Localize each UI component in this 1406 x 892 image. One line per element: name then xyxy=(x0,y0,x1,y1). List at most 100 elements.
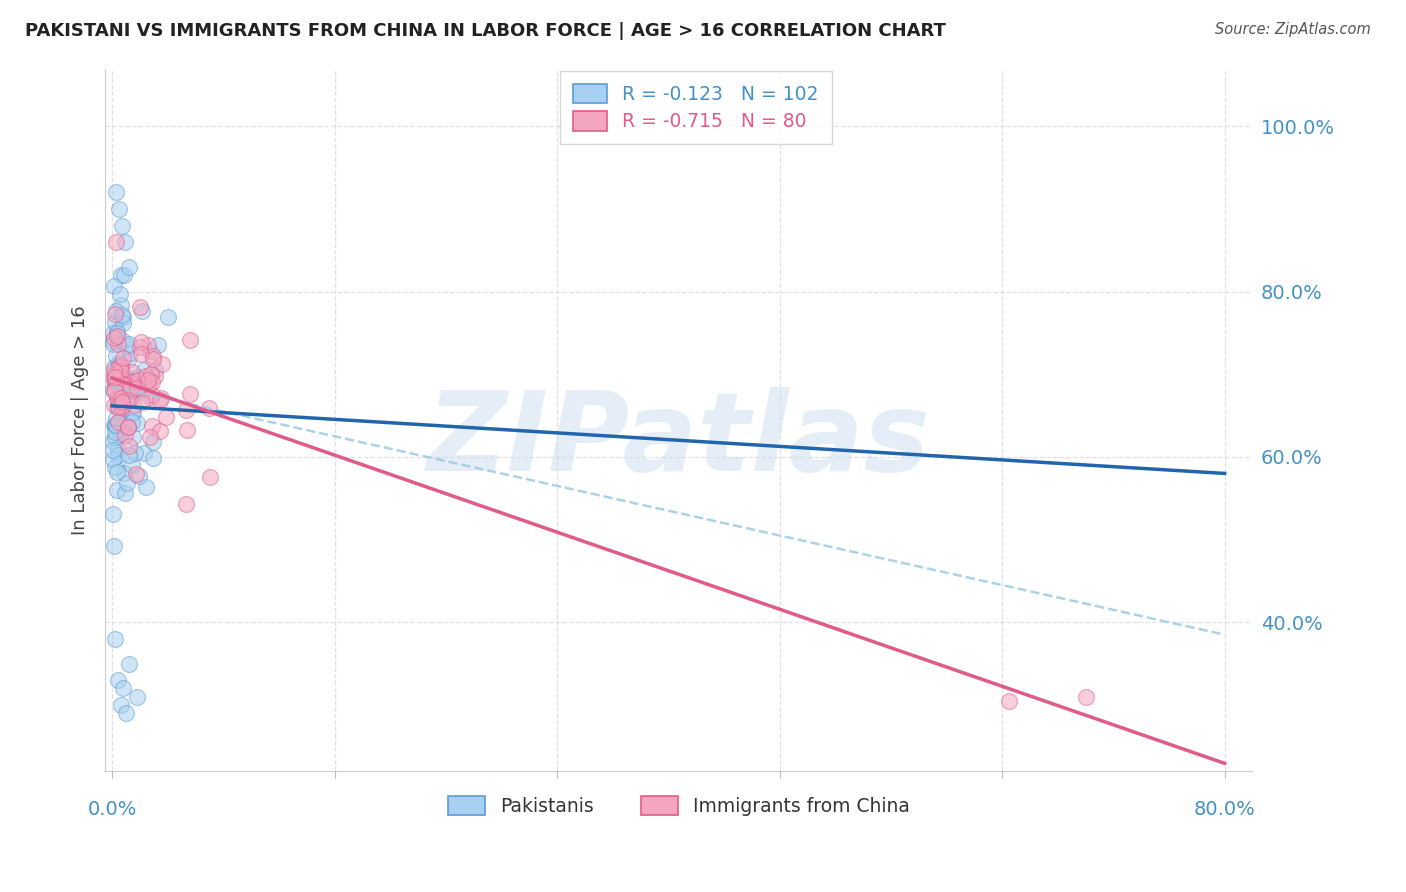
Point xyxy=(103,373,125,387)
Point xyxy=(118,392,141,407)
Point xyxy=(115,339,138,353)
Point xyxy=(122,388,145,402)
Point xyxy=(121,405,143,419)
Point xyxy=(104,366,127,380)
Point xyxy=(121,406,143,420)
Point xyxy=(131,395,153,409)
Point xyxy=(111,219,134,233)
Point xyxy=(110,427,132,442)
Point xyxy=(114,386,136,401)
Point xyxy=(132,363,155,377)
Point xyxy=(125,467,148,481)
Point xyxy=(107,465,129,479)
Point xyxy=(107,400,129,414)
Point xyxy=(110,364,132,378)
Point xyxy=(125,369,148,384)
Point xyxy=(179,387,201,401)
Point xyxy=(107,391,129,405)
Point xyxy=(112,334,135,348)
Point xyxy=(112,268,135,282)
Point xyxy=(108,359,131,374)
Point xyxy=(104,430,127,444)
Point xyxy=(104,420,127,434)
Text: PAKISTANI VS IMMIGRANTS FROM CHINA IN LABOR FORCE | AGE > 16 CORRELATION CHART: PAKISTANI VS IMMIGRANTS FROM CHINA IN LA… xyxy=(25,22,946,40)
Point xyxy=(101,337,124,351)
Point xyxy=(111,401,134,416)
Point xyxy=(120,391,142,405)
Point xyxy=(115,386,138,401)
Point xyxy=(104,418,127,433)
Point xyxy=(105,304,128,318)
Point xyxy=(103,368,125,383)
Point xyxy=(142,351,165,366)
Point xyxy=(121,365,143,379)
Point xyxy=(114,377,136,392)
Point xyxy=(110,298,132,312)
Point xyxy=(146,337,169,351)
Point xyxy=(118,346,141,360)
Point xyxy=(124,374,146,388)
Point xyxy=(139,430,162,444)
Point xyxy=(118,260,141,274)
Point xyxy=(104,349,127,363)
Text: 80.0%: 80.0% xyxy=(1194,800,1256,819)
Point xyxy=(134,382,156,396)
Point xyxy=(129,381,152,395)
Point xyxy=(104,315,127,329)
Point xyxy=(110,360,132,375)
Point xyxy=(110,268,132,282)
Point xyxy=(142,434,165,449)
Point xyxy=(103,279,125,293)
Point xyxy=(112,316,135,330)
Point xyxy=(111,309,134,323)
Point xyxy=(104,382,127,396)
Point xyxy=(132,446,155,460)
Point xyxy=(101,384,124,398)
Point xyxy=(200,470,222,484)
Point xyxy=(105,483,128,497)
Point xyxy=(150,391,173,405)
Point xyxy=(142,349,165,363)
Point xyxy=(114,377,136,392)
Point xyxy=(101,443,124,458)
Point xyxy=(104,411,127,425)
Point xyxy=(118,448,141,462)
Point xyxy=(101,326,124,340)
Point xyxy=(129,346,152,360)
Y-axis label: In Labor Force | Age > 16: In Labor Force | Age > 16 xyxy=(72,305,89,534)
Point xyxy=(107,398,129,412)
Point xyxy=(1074,690,1097,704)
Point xyxy=(128,469,150,483)
Point xyxy=(107,326,129,341)
Point xyxy=(112,351,135,365)
Point xyxy=(125,381,148,395)
Point xyxy=(104,307,127,321)
Point xyxy=(105,324,128,338)
Point xyxy=(127,373,149,387)
Point xyxy=(111,395,134,409)
Point xyxy=(110,405,132,419)
Point xyxy=(110,391,132,405)
Point xyxy=(156,310,179,325)
Point xyxy=(149,393,172,408)
Point xyxy=(114,428,136,442)
Point xyxy=(141,419,163,434)
Point xyxy=(101,334,124,349)
Point xyxy=(122,430,145,444)
Point xyxy=(129,335,152,350)
Point xyxy=(129,300,152,314)
Point xyxy=(122,398,145,412)
Point xyxy=(135,369,157,384)
Point xyxy=(103,539,125,553)
Point xyxy=(107,359,129,373)
Point xyxy=(139,343,162,358)
Point xyxy=(110,698,132,712)
Point xyxy=(108,358,131,372)
Point xyxy=(110,382,132,396)
Point xyxy=(998,694,1021,708)
Point xyxy=(105,235,128,249)
Point xyxy=(108,202,131,216)
Point xyxy=(101,452,124,467)
Point xyxy=(107,442,129,456)
Point xyxy=(143,369,166,384)
